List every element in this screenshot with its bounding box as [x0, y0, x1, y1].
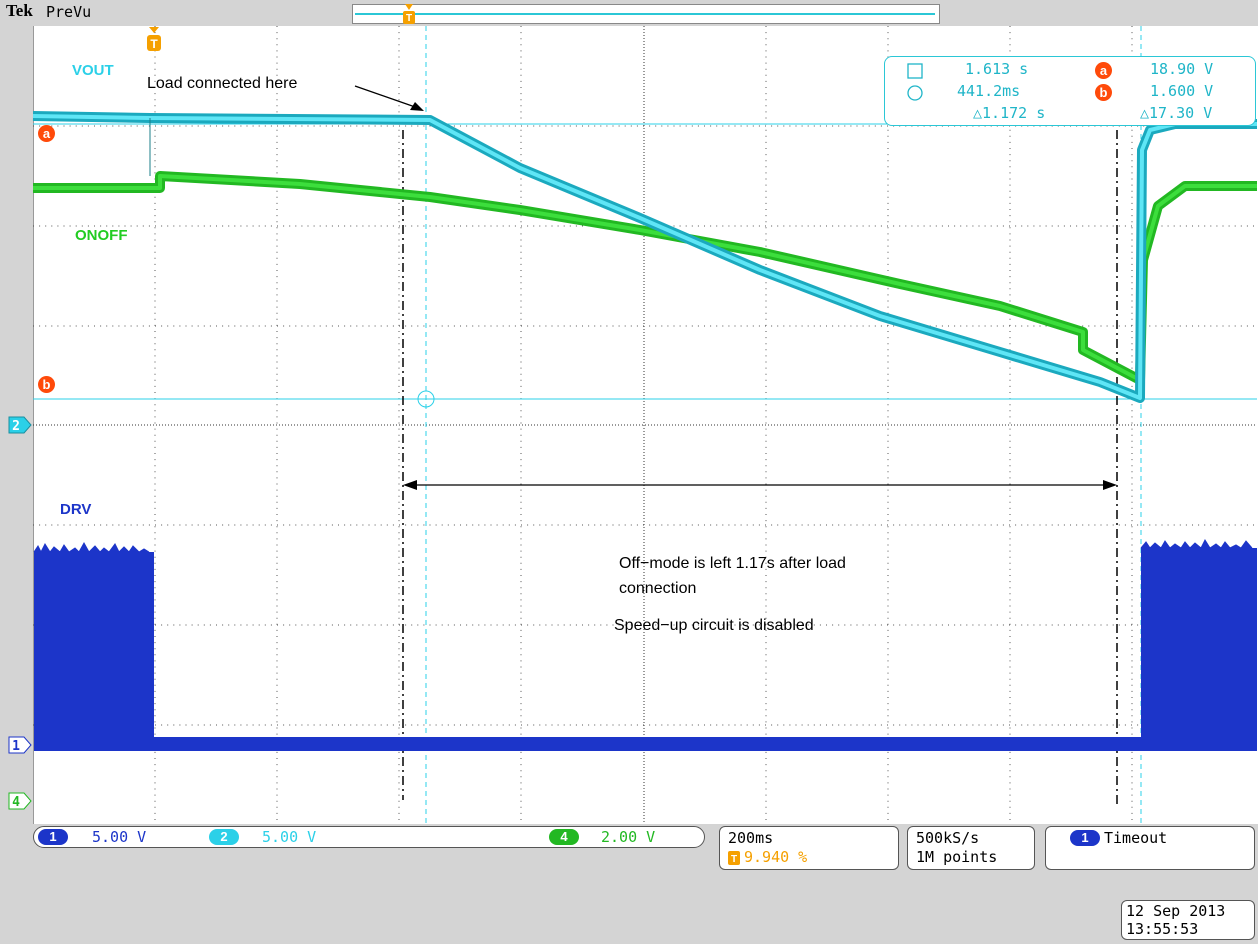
- trigger-marker-icon[interactable]: T: [146, 27, 162, 55]
- ch4-scale[interactable]: 2.00 V: [601, 828, 656, 846]
- ch2-badge[interactable]: 2: [209, 829, 239, 845]
- svg-text:2: 2: [12, 419, 20, 434]
- date: 12 Sep 2013: [1126, 902, 1226, 920]
- record-view-bar[interactable]: [352, 4, 940, 24]
- offmode-note-line1: Off−mode is left 1.17s after load: [619, 555, 846, 572]
- trigger-position: 9.940 %: [744, 848, 808, 866]
- drv-trace: [33, 538, 1257, 751]
- record-view-window[interactable]: [355, 13, 935, 15]
- record-length: 1M points: [916, 848, 998, 866]
- trigger-position-small-icon: T: [728, 851, 740, 865]
- ch4-ground-marker-icon[interactable]: 4: [8, 792, 32, 810]
- trigger-position-icon[interactable]: T: [402, 4, 416, 26]
- acquisition-box[interactable]: 500kS/s 1M points: [907, 826, 1035, 870]
- load-connected-note: Load connected here: [147, 75, 298, 92]
- ch1-badge[interactable]: 1: [38, 829, 68, 845]
- time: 13:55:53: [1126, 920, 1199, 938]
- svg-text:T: T: [150, 37, 158, 51]
- ch1-scale[interactable]: 5.00 V: [92, 828, 147, 846]
- cursor-ref-a-icon: a: [1095, 62, 1112, 79]
- ch2-scale[interactable]: 5.00 V: [262, 828, 317, 846]
- datetime-box: 12 Sep 2013 13:55:53: [1121, 900, 1255, 940]
- trigger-box[interactable]: 1 Timeout: [1045, 826, 1255, 870]
- ref-b-marker-icon: b: [38, 376, 55, 393]
- vout-trace: [32, 111, 1257, 403]
- vout-label: VOUT: [72, 62, 114, 79]
- acquisition-mode: PreVu: [46, 3, 92, 21]
- cursor-delta-voltage: △17.30 V: [1140, 104, 1213, 122]
- brand-logo: Tek: [6, 1, 33, 20]
- timebase-scale: 200ms: [728, 829, 774, 847]
- cursor-delta-time: △1.172 s: [973, 104, 1046, 122]
- cursor1-square-icon: [907, 63, 923, 79]
- cursor2-time: 441.2ms: [957, 82, 1021, 100]
- svg-text:1: 1: [12, 739, 20, 754]
- svg-text:4: 4: [12, 795, 20, 810]
- cursor-readout[interactable]: 1.613 s 441.2ms △1.172 s a b 18.90 V 1.6…: [884, 56, 1256, 126]
- offmode-note-line2: connection: [619, 580, 697, 597]
- svg-text:T: T: [406, 13, 412, 24]
- trigger-status: Timeout: [1104, 829, 1168, 847]
- cursor-ref-b-icon: b: [1095, 84, 1112, 101]
- onoff-trace: [33, 171, 1257, 385]
- drv-label: DRV: [60, 501, 92, 518]
- cursor2-circle-icon: [907, 85, 923, 101]
- speedup-note: Speed−up circuit is disabled: [614, 617, 814, 634]
- svg-text:T: T: [731, 854, 737, 865]
- ch1-ground-marker-icon[interactable]: 1: [8, 736, 32, 754]
- ch2-ground-marker-icon[interactable]: 2: [8, 416, 32, 434]
- sample-rate: 500kS/s: [916, 829, 980, 847]
- ref-a-marker-icon: a: [38, 125, 55, 142]
- channel-scale-strip[interactable]: 1 5.00 V 2 5.00 V 4 2.00 V: [33, 826, 705, 848]
- trigger-source-badge: 1: [1070, 830, 1100, 846]
- timebase-box[interactable]: 200ms T 9.940 %: [719, 826, 899, 870]
- onoff-label: ONOFF: [75, 227, 128, 244]
- ch4-badge[interactable]: 4: [549, 829, 579, 845]
- cursor1-time: 1.613 s: [965, 60, 1029, 78]
- cursor-a-voltage: 18.90 V: [1150, 60, 1214, 78]
- top-bar: Tek PreVu T: [0, 0, 1258, 26]
- cursor-b-voltage: 1.600 V: [1150, 82, 1214, 100]
